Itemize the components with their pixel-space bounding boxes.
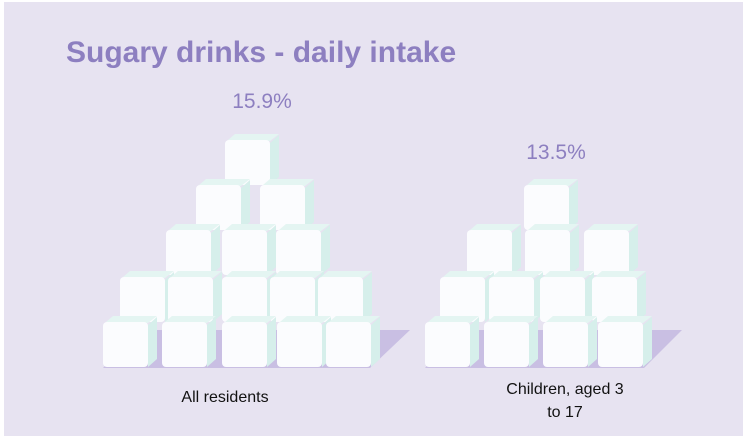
cube — [489, 277, 534, 322]
cube — [168, 277, 213, 322]
cube-top — [487, 316, 538, 323]
cube — [103, 322, 148, 367]
chart-title: Sugary drinks - daily intake — [66, 36, 457, 69]
cube — [425, 322, 470, 367]
cube-side — [569, 180, 578, 230]
cube-side — [512, 225, 521, 275]
cube — [484, 322, 529, 367]
cube — [222, 322, 267, 367]
cube — [326, 322, 371, 367]
cube — [592, 277, 637, 322]
cube — [467, 230, 512, 275]
cube-side — [588, 317, 597, 367]
cube-top — [225, 316, 276, 323]
cube-top — [228, 134, 279, 141]
cube — [196, 185, 241, 230]
cube — [540, 277, 585, 322]
cube-top — [528, 224, 579, 231]
cube-side — [321, 225, 330, 275]
value-label: 15.9% — [232, 90, 292, 113]
category-label: All residents — [181, 389, 269, 406]
cube-side — [363, 272, 372, 322]
cube — [162, 322, 207, 367]
cube-top — [123, 271, 174, 278]
cube-top — [225, 224, 276, 231]
cube-side — [570, 225, 579, 275]
cube-side — [529, 317, 538, 367]
cube — [543, 322, 588, 367]
cube-top — [263, 179, 314, 186]
cube — [525, 230, 570, 275]
cube-side — [470, 317, 479, 367]
cube — [277, 322, 322, 367]
cube-side — [267, 225, 276, 275]
cube-top — [546, 316, 597, 323]
cube-top — [329, 316, 380, 323]
cube-top — [527, 179, 578, 186]
cube-top — [165, 316, 216, 323]
cube — [584, 230, 629, 275]
cube-side — [637, 272, 646, 322]
cube — [440, 277, 485, 322]
cube-side — [585, 272, 594, 322]
cube-top — [321, 271, 372, 278]
cube-pile — [425, 179, 682, 368]
cube-top — [199, 179, 250, 186]
cube-top — [273, 271, 324, 278]
cube-side — [241, 180, 250, 230]
cube-top — [587, 224, 638, 231]
cube-side — [643, 317, 652, 367]
cube — [260, 185, 305, 230]
cube — [222, 230, 267, 275]
cube-top — [443, 271, 494, 278]
cube — [524, 185, 569, 230]
cube-top — [279, 224, 330, 231]
cube-side — [270, 135, 279, 185]
value-label: 13.5% — [526, 141, 586, 164]
cube — [270, 277, 315, 322]
cube-top — [470, 224, 521, 231]
cube-side — [213, 272, 222, 322]
cube-top — [595, 271, 646, 278]
cube-top — [601, 316, 652, 323]
cube — [225, 140, 270, 185]
cube-top — [169, 224, 220, 231]
cube-side — [148, 317, 157, 367]
cube-top — [543, 271, 594, 278]
cube-top — [492, 271, 543, 278]
cube-top — [280, 316, 331, 323]
cube — [166, 230, 211, 275]
cube — [276, 230, 321, 275]
cube-side — [211, 225, 220, 275]
cube-pile — [103, 134, 410, 368]
cube-side — [629, 225, 638, 275]
cube-top — [106, 316, 157, 323]
cube-top — [171, 271, 222, 278]
cube — [598, 322, 643, 367]
cube — [222, 277, 267, 322]
cube — [318, 277, 363, 322]
category-label: Children, aged 3 to 17 — [506, 381, 624, 421]
cube-side — [267, 317, 276, 367]
cube-side — [371, 317, 380, 367]
cube — [120, 277, 165, 322]
cube-side — [207, 317, 216, 367]
cube-top — [225, 271, 276, 278]
cube-side — [305, 180, 314, 230]
cube-top — [428, 316, 479, 323]
